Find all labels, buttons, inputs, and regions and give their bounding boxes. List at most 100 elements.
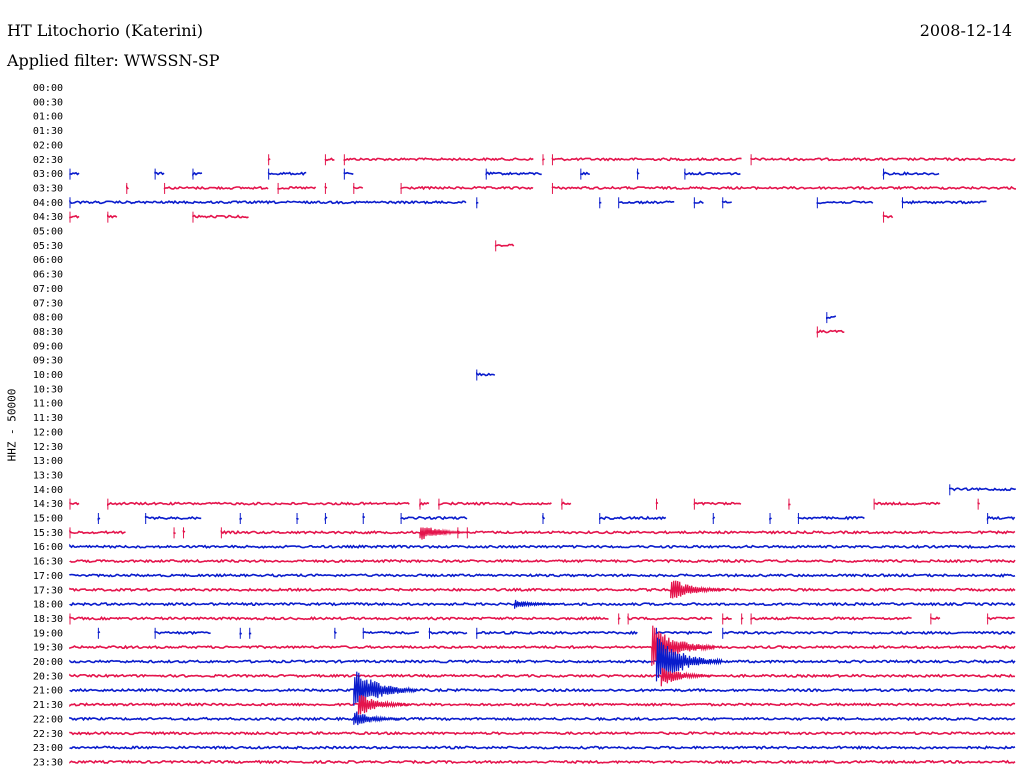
- time-tick-label: 01:00: [33, 112, 63, 123]
- trace-segment: [144, 515, 202, 521]
- trace-segment: [618, 200, 675, 205]
- time-tick-label: 22:00: [33, 714, 63, 725]
- time-tick-label: 13:00: [33, 456, 63, 467]
- seismic-event: [670, 580, 725, 599]
- trace-segment: [69, 716, 1016, 722]
- trace-segment: [69, 702, 1016, 707]
- trace-segment: [69, 572, 1016, 578]
- trace-segment: [466, 530, 1016, 535]
- time-tick-label: 23:30: [33, 757, 63, 768]
- trace-segment: [750, 157, 1016, 162]
- trace-segment: [901, 199, 987, 205]
- time-tick-label: 14:00: [33, 485, 63, 496]
- trace-segment: [722, 630, 1016, 635]
- trace-segment: [693, 200, 704, 205]
- trace-segment: [400, 185, 534, 191]
- trace-segment: [69, 673, 1016, 679]
- time-tick-label: 17:30: [33, 585, 63, 596]
- trace-segment: [551, 157, 742, 162]
- time-tick-label: 23:00: [33, 743, 63, 754]
- trace-segment: [69, 644, 1016, 650]
- trace-segment: [816, 329, 845, 334]
- filter-label: Applied filter: WWSSN-SP: [7, 51, 220, 70]
- trace-segment: [476, 630, 638, 636]
- trace-segment: [69, 543, 1016, 550]
- trace-segment: [154, 171, 165, 176]
- time-tick-label: 06:00: [33, 255, 63, 266]
- time-tick-label: 19:30: [33, 643, 63, 654]
- time-tick-label: 12:00: [33, 427, 63, 438]
- seismic-event: [419, 527, 469, 540]
- trace-segment: [655, 630, 712, 636]
- trace-segment: [826, 315, 837, 320]
- trace-segment: [192, 214, 249, 219]
- time-tick-label: 03:30: [33, 183, 63, 194]
- trace-segment: [882, 171, 940, 177]
- trace-segment: [561, 501, 572, 506]
- trace-segment: [69, 501, 80, 506]
- trace-segment: [494, 243, 515, 247]
- time-tick-label: 19:00: [33, 628, 63, 639]
- time-tick-label: 07:00: [33, 284, 63, 295]
- trace-segment: [69, 730, 1016, 736]
- time-tick-label: 00:00: [33, 83, 63, 94]
- trace-segment: [343, 157, 534, 162]
- time-tick-label: 06:30: [33, 270, 63, 281]
- trace-segment: [599, 515, 667, 521]
- time-tick-label: 09:00: [33, 341, 63, 352]
- time-tick-label: 20:30: [33, 671, 63, 682]
- trace-segment: [986, 616, 1015, 621]
- trace-segment: [69, 687, 1016, 693]
- trace-segment: [69, 199, 467, 205]
- trace-segment: [163, 185, 269, 191]
- trace-segment: [721, 200, 732, 204]
- time-tick-label: 01:30: [33, 126, 63, 137]
- trace-segment: [693, 501, 742, 506]
- seismic-event: [353, 711, 403, 726]
- time-tick-label: 07:30: [33, 298, 63, 309]
- time-tick-label: 04:30: [33, 212, 63, 223]
- time-tick-label: 20:00: [33, 657, 63, 668]
- time-tick-label: 10:30: [33, 384, 63, 395]
- trace-segment: [107, 501, 410, 507]
- time-tick-label: 21:00: [33, 686, 63, 697]
- trace-segment: [69, 745, 1016, 751]
- trace-segment: [580, 171, 590, 176]
- trace-segment: [353, 186, 364, 190]
- trace-segment: [69, 759, 1016, 765]
- trace-segment: [551, 185, 1017, 191]
- time-tick-label: 14:30: [33, 499, 63, 510]
- trace-segment: [107, 214, 118, 219]
- seismic-event: [514, 599, 559, 609]
- trace-segment: [69, 171, 80, 176]
- trace-segment: [69, 558, 1016, 564]
- trace-segment: [797, 515, 865, 521]
- time-tick-label: 05:00: [33, 227, 63, 238]
- trace-segment: [986, 515, 1016, 521]
- trace-segment: [69, 214, 80, 219]
- record-date: 2008-12-14: [919, 21, 1012, 40]
- trace-segment: [400, 515, 468, 521]
- trace-segment: [438, 501, 552, 506]
- trace-segment: [324, 157, 335, 162]
- time-tick-label: 09:30: [33, 356, 63, 367]
- time-tick-label: 00:30: [33, 97, 63, 108]
- time-tick-label: 17:00: [33, 571, 63, 582]
- trace-segment: [192, 171, 203, 177]
- time-tick-label: 16:30: [33, 557, 63, 568]
- time-tick-label: 11:00: [33, 399, 63, 410]
- time-tick-label: 02:00: [33, 140, 63, 151]
- time-tick-label: 02:30: [33, 155, 63, 166]
- trace-segment: [343, 171, 354, 175]
- trace-segment: [882, 214, 894, 219]
- time-tick-label: 15:30: [33, 528, 63, 539]
- trace-segment: [428, 630, 468, 635]
- time-tick-label: 08:30: [33, 327, 63, 338]
- seismic-event: [660, 667, 712, 687]
- trace-segment: [419, 501, 430, 507]
- trace-segment: [69, 616, 609, 621]
- trace-segment: [154, 630, 211, 636]
- trace-segment: [267, 171, 307, 176]
- trace-segment: [476, 372, 496, 377]
